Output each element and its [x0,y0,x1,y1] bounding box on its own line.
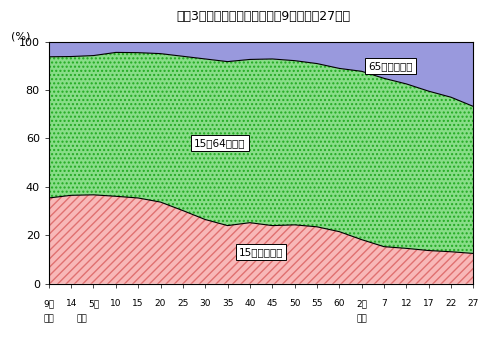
Text: 20: 20 [155,299,166,309]
Text: 45: 45 [266,299,278,309]
Text: 10: 10 [110,299,122,309]
Text: 昭和: 昭和 [77,314,88,323]
Text: 35: 35 [222,299,233,309]
Text: 12: 12 [401,299,412,309]
Text: 大正: 大正 [43,314,54,323]
Text: 27: 27 [468,299,479,309]
Text: 7: 7 [381,299,387,309]
Text: 15～64歳人口: 15～64歳人口 [194,138,245,148]
Text: 22: 22 [446,299,457,309]
Text: 15歳未満人口: 15歳未満人口 [239,247,283,257]
Text: 2年: 2年 [356,299,367,309]
Text: 17: 17 [423,299,434,309]
Text: 50: 50 [289,299,300,309]
Text: 平成: 平成 [356,314,367,323]
Text: 65歳以上人口: 65歳以上人口 [368,61,413,71]
Text: 60: 60 [333,299,345,309]
Text: 9年: 9年 [43,299,54,309]
Text: 15: 15 [132,299,144,309]
Text: 30: 30 [200,299,211,309]
Text: 年际3区分割合の推移　（大正9年～平成27年）: 年际3区分割合の推移 （大正9年～平成27年） [177,10,350,24]
Text: 55: 55 [311,299,323,309]
Text: 25: 25 [177,299,188,309]
Text: 5年: 5年 [88,299,99,309]
Text: 40: 40 [244,299,256,309]
Text: 14: 14 [65,299,77,309]
Text: (%): (%) [11,32,30,42]
